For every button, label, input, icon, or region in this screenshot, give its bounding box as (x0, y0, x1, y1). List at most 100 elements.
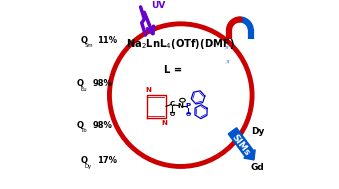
Polygon shape (112, 95, 161, 125)
Polygon shape (112, 95, 164, 119)
Polygon shape (112, 95, 134, 147)
Polygon shape (112, 54, 151, 95)
Polygon shape (112, 95, 159, 128)
Polygon shape (112, 95, 144, 142)
Polygon shape (112, 95, 165, 115)
Polygon shape (112, 57, 154, 95)
Polygon shape (112, 95, 160, 125)
Polygon shape (112, 95, 165, 116)
Polygon shape (112, 95, 162, 122)
Polygon shape (112, 95, 149, 138)
Polygon shape (112, 74, 165, 95)
Polygon shape (112, 95, 160, 126)
Polygon shape (112, 64, 159, 95)
Polygon shape (112, 95, 143, 143)
Polygon shape (112, 54, 152, 95)
Polygon shape (112, 64, 160, 95)
Text: N: N (145, 87, 151, 93)
Polygon shape (112, 71, 163, 95)
Polygon shape (112, 95, 152, 136)
Polygon shape (112, 53, 150, 95)
Polygon shape (112, 68, 162, 95)
Polygon shape (112, 80, 167, 95)
Polygon shape (112, 50, 147, 95)
Polygon shape (112, 95, 148, 139)
Polygon shape (112, 95, 135, 147)
Polygon shape (112, 86, 168, 95)
Polygon shape (112, 73, 164, 95)
Polygon shape (112, 95, 167, 107)
Text: L =: L = (164, 65, 182, 75)
Polygon shape (112, 95, 132, 148)
Text: Sm: Sm (84, 43, 93, 48)
Polygon shape (112, 95, 167, 110)
Text: UV: UV (151, 1, 165, 10)
Polygon shape (112, 48, 144, 95)
Polygon shape (112, 51, 148, 95)
Polygon shape (112, 95, 136, 146)
Polygon shape (112, 88, 168, 95)
Polygon shape (112, 74, 164, 95)
Polygon shape (112, 55, 152, 95)
Polygon shape (112, 95, 158, 128)
Text: Dy: Dy (84, 164, 92, 169)
Polygon shape (112, 95, 149, 139)
Polygon shape (112, 89, 168, 95)
Polygon shape (112, 47, 143, 95)
Text: Q: Q (80, 156, 87, 165)
Polygon shape (112, 95, 156, 131)
Polygon shape (112, 84, 167, 95)
Text: Tb: Tb (81, 128, 87, 133)
Polygon shape (112, 95, 153, 135)
Text: P: P (186, 103, 191, 109)
Text: SIMs: SIMs (230, 132, 251, 157)
Polygon shape (112, 50, 146, 95)
Polygon shape (112, 93, 168, 95)
Polygon shape (112, 61, 157, 95)
Polygon shape (112, 95, 164, 118)
Polygon shape (112, 62, 159, 95)
Polygon shape (112, 69, 162, 95)
Polygon shape (112, 91, 168, 95)
Polygon shape (112, 95, 168, 99)
Polygon shape (112, 66, 161, 95)
Polygon shape (112, 56, 153, 95)
Polygon shape (112, 95, 155, 133)
Polygon shape (112, 81, 167, 95)
Polygon shape (112, 95, 136, 147)
Polygon shape (112, 95, 156, 132)
Polygon shape (112, 95, 146, 140)
Polygon shape (112, 95, 168, 104)
Polygon shape (112, 95, 154, 134)
Text: O: O (170, 112, 175, 117)
Polygon shape (112, 84, 168, 95)
Polygon shape (112, 48, 143, 95)
Polygon shape (112, 95, 168, 98)
Polygon shape (112, 95, 164, 117)
Polygon shape (112, 95, 151, 137)
Polygon shape (112, 55, 153, 95)
Polygon shape (112, 95, 167, 108)
Polygon shape (112, 95, 141, 144)
Polygon shape (112, 95, 168, 103)
Polygon shape (112, 95, 134, 147)
Text: 98%: 98% (93, 121, 113, 130)
Polygon shape (112, 72, 164, 95)
Polygon shape (112, 59, 156, 95)
Polygon shape (112, 95, 163, 120)
Polygon shape (112, 95, 141, 144)
Text: O: O (186, 112, 191, 117)
Polygon shape (112, 95, 153, 135)
Polygon shape (112, 95, 151, 137)
Polygon shape (112, 85, 168, 95)
Polygon shape (112, 95, 145, 141)
Polygon shape (112, 95, 167, 109)
Polygon shape (112, 65, 160, 95)
Polygon shape (112, 52, 149, 95)
Polygon shape (112, 83, 167, 95)
Polygon shape (112, 49, 145, 95)
Polygon shape (112, 95, 140, 144)
Polygon shape (112, 95, 138, 146)
Polygon shape (112, 95, 168, 105)
Text: ⚡: ⚡ (221, 42, 231, 53)
